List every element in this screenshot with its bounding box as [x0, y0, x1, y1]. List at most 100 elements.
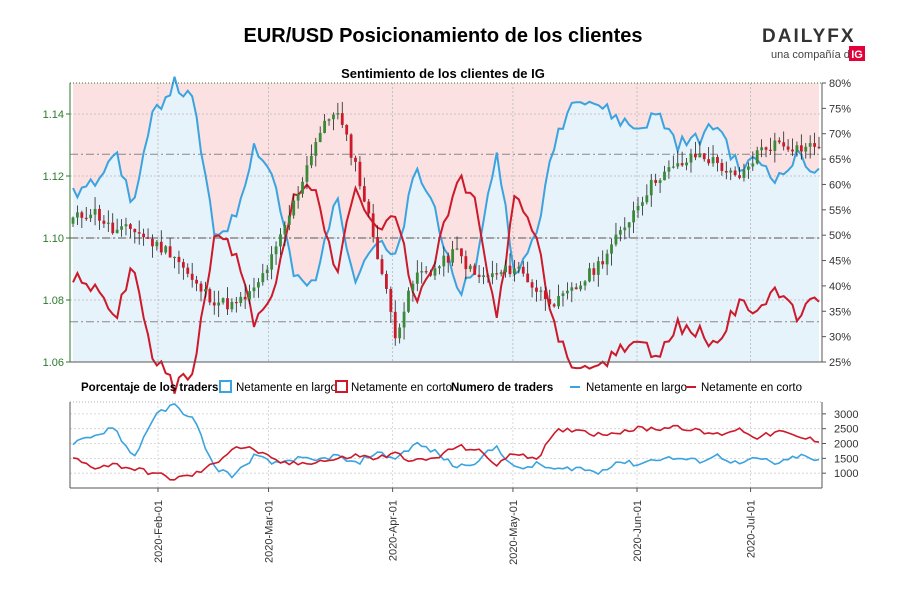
candle-body [764, 147, 768, 150]
candle-body [777, 140, 781, 143]
candle-body [601, 261, 605, 265]
price-tick-label: 1.08 [43, 295, 64, 307]
price-tick-label: 1.14 [43, 109, 64, 121]
count-tick-label: 1500 [834, 453, 858, 465]
candle-body [698, 153, 702, 158]
candle-body [455, 248, 459, 250]
candle-body [799, 145, 803, 152]
candle-body [711, 157, 715, 164]
candle-body [671, 166, 675, 168]
percent-tick-label: 75% [829, 103, 851, 115]
candle-body [645, 195, 649, 203]
sentiment-fill-areas [70, 76, 822, 362]
date-tick-label: 2020-Jun-01 [632, 500, 644, 562]
candle-body [605, 253, 609, 265]
candle-body [786, 146, 790, 150]
candle-body [177, 256, 181, 263]
candle-body [808, 143, 812, 147]
candle-body [618, 230, 622, 235]
candle-body [513, 268, 516, 275]
percent-tick-label: 25% [829, 357, 851, 369]
candle-body [791, 149, 794, 152]
candle-body [283, 224, 287, 235]
legend-pct-long-swatch [219, 380, 232, 393]
candle-body [380, 259, 384, 274]
candle-body [769, 149, 772, 151]
candle-body [804, 146, 808, 152]
candle-body [217, 302, 221, 306]
candle-body [173, 256, 176, 259]
price-candlesticks [71, 101, 821, 346]
candle-body [482, 275, 485, 278]
candle-body [548, 299, 552, 305]
candle-body [552, 304, 556, 307]
candle-body [89, 214, 93, 219]
candle-body [429, 272, 432, 276]
short-count-line [72, 424, 820, 481]
candle-body [451, 249, 455, 263]
candle-body [716, 157, 719, 163]
candle-body [204, 289, 207, 292]
candle-body [309, 155, 313, 166]
candle-body [680, 163, 684, 166]
candle-body [473, 265, 477, 275]
candle-body [354, 157, 357, 162]
candle-body [98, 208, 101, 221]
candle-body [658, 180, 662, 183]
candle-body [424, 271, 428, 273]
candle-body [676, 163, 680, 167]
candle-body [358, 161, 362, 187]
price-tick-label: 1.12 [43, 171, 64, 183]
percent-tick-label: 30% [829, 332, 851, 344]
candle-body [588, 268, 591, 282]
percent-axis-labels: 25% 30% 35% 40% 45% 50% 55% 60% 65% 70% 75% 80% [822, 78, 851, 369]
candle-body [685, 162, 688, 166]
candle-body [362, 186, 366, 202]
candle-body [124, 224, 128, 227]
candle-body [256, 282, 260, 288]
short-pct-line [72, 173, 820, 394]
candle-body [565, 290, 569, 294]
chart-title: EUR/USD Posicionamiento de los clientes [244, 25, 643, 47]
candle-body [80, 212, 84, 218]
candle-body [508, 265, 512, 275]
candle-body [274, 246, 278, 255]
candle-body [570, 287, 574, 291]
candle-body [407, 290, 410, 312]
candle-body [663, 171, 666, 181]
candle-body [199, 283, 203, 292]
candle-body [623, 227, 627, 231]
candle-body [460, 248, 463, 257]
candle-body [133, 228, 137, 233]
candle-body [371, 213, 375, 238]
candle-body [526, 273, 530, 283]
candle-body [340, 113, 344, 125]
date-tick-label: 2020-May-01 [508, 500, 520, 565]
candle-body [265, 269, 269, 274]
count-tick-label: 1000 [834, 468, 858, 480]
candle-body [71, 217, 75, 224]
candle-body [592, 268, 596, 275]
candle-body [702, 153, 706, 160]
candle-body [720, 162, 724, 171]
percent-tick-label: 80% [829, 78, 851, 90]
candle-body [385, 273, 388, 289]
candle-body [632, 210, 636, 223]
candle-body [314, 141, 318, 156]
candle-body [164, 246, 168, 253]
candle-body [367, 201, 371, 214]
candle-body [557, 296, 560, 307]
candle-body [415, 272, 419, 284]
long-count-line [72, 402, 820, 479]
candle-body [486, 275, 490, 278]
candle-body [239, 296, 243, 303]
candle-body [345, 124, 349, 135]
candle-body [332, 114, 335, 120]
percent-tick-label: 70% [829, 129, 851, 141]
date-tick-label: 2020-Feb-01 [153, 500, 165, 563]
candle-body [270, 254, 274, 270]
sentiment-lines [72, 76, 820, 394]
count-tick-label: 3000 [834, 409, 858, 421]
